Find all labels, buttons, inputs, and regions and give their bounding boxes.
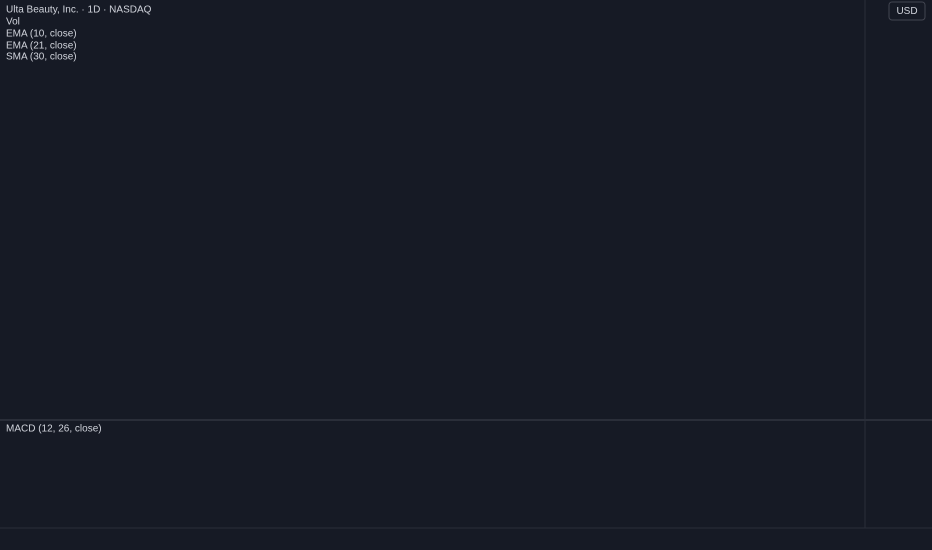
legend-ema21: EMA (21, close) [6,41,77,52]
macd-title: MACD (12, 26, close) [6,424,102,435]
currency-button[interactable]: USD [888,1,926,21]
currency-label[interactable]: USD [896,6,917,17]
legend-sma30: SMA (30, close) [6,52,77,63]
currency-button-box[interactable] [888,1,926,21]
symbol-title: Ulta Beauty, Inc. · 1D · NASDAQ [6,5,152,16]
legend-ema10: EMA (10, close) [6,29,77,40]
legend-volume: Vol [6,17,20,28]
